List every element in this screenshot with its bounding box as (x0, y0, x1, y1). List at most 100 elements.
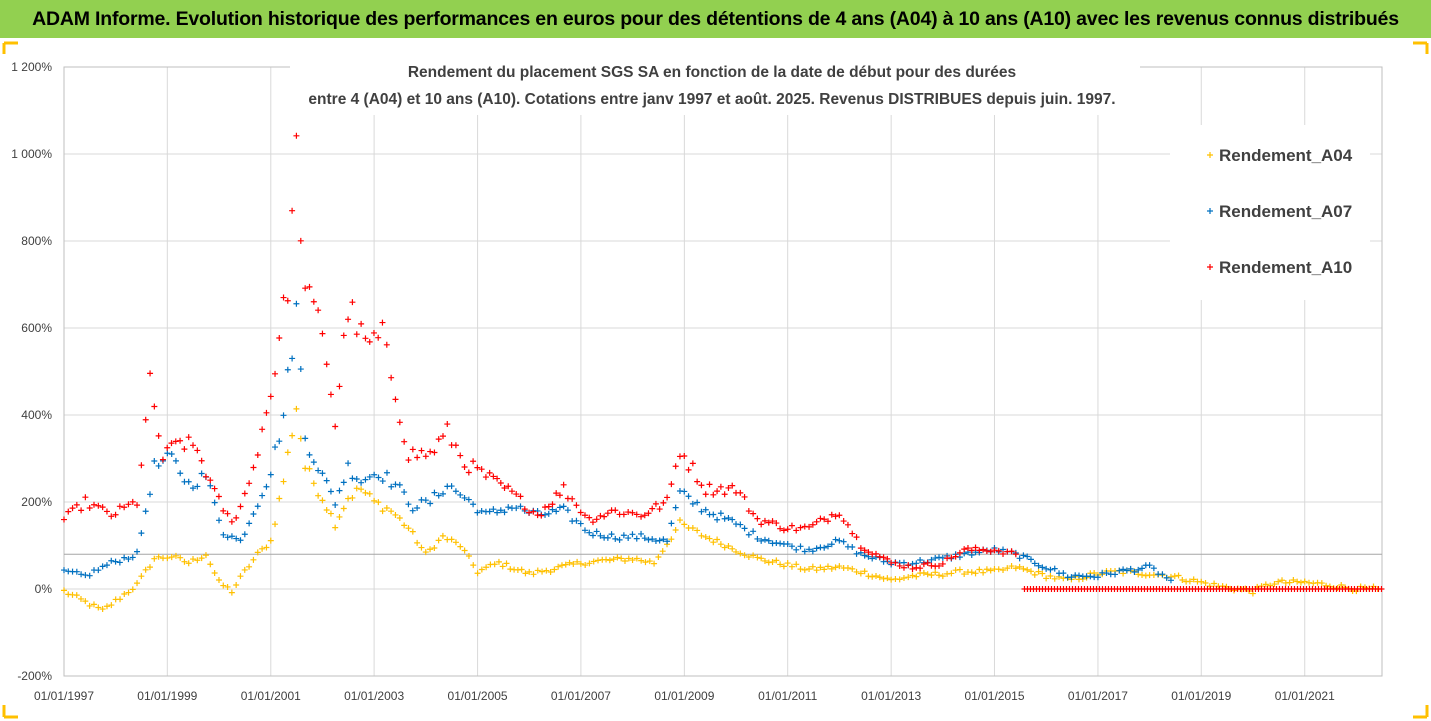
data-point (603, 556, 610, 563)
data-point (641, 535, 648, 542)
data-point (788, 543, 795, 550)
data-point (972, 544, 979, 551)
data-point (917, 557, 924, 564)
data-point (549, 506, 556, 513)
data-point (366, 490, 373, 497)
data-point (518, 566, 525, 573)
data-point (642, 559, 649, 566)
y-tick-label: -200% (17, 669, 52, 683)
data-point (99, 606, 106, 613)
data-point (840, 538, 847, 545)
data-point (649, 536, 656, 543)
data-point (633, 511, 640, 518)
data-point (198, 555, 205, 562)
data-point (758, 521, 765, 528)
data-point (508, 488, 515, 495)
data-point (793, 561, 800, 568)
data-point (69, 505, 76, 512)
title-banner: ADAM Informe. Evolution historique des p… (0, 0, 1431, 38)
data-point (129, 498, 136, 505)
data-point (659, 548, 666, 555)
data-point (112, 511, 119, 518)
data-point (306, 465, 313, 472)
data-point (861, 568, 868, 575)
data-point (146, 491, 153, 498)
data-point (418, 544, 425, 551)
data-point (892, 559, 899, 566)
y-tick-label: 0% (35, 582, 53, 596)
data-point (729, 482, 736, 489)
data-point (216, 517, 223, 524)
data-point (702, 506, 709, 513)
data-point (1159, 571, 1166, 578)
data-point (952, 567, 959, 574)
data-point (465, 469, 472, 476)
data-point (1127, 565, 1134, 572)
data-point (478, 507, 485, 514)
data-point (1039, 564, 1046, 571)
data-point (276, 438, 283, 445)
data-point (177, 437, 184, 444)
data-point (840, 518, 847, 525)
data-point (714, 516, 721, 523)
data-point (306, 451, 313, 458)
data-point (884, 575, 891, 582)
data-point (956, 566, 963, 573)
data-point (297, 237, 304, 244)
data-point (629, 509, 636, 516)
data-point (725, 515, 732, 522)
data-point (358, 479, 365, 486)
data-point (685, 466, 692, 473)
data-point (836, 512, 843, 519)
data-point (1016, 563, 1023, 570)
data-point (646, 558, 653, 565)
data-point (558, 562, 565, 569)
data-point (474, 464, 481, 471)
data-point (672, 526, 679, 533)
data-point (737, 489, 744, 496)
data-point (211, 499, 218, 506)
data-point (490, 506, 497, 513)
data-point (939, 573, 946, 580)
data-point (633, 555, 640, 562)
data-point (241, 490, 248, 497)
data-point (620, 511, 627, 518)
data-point (1068, 574, 1075, 581)
data-point (358, 486, 365, 493)
data-point (702, 533, 709, 540)
data-point (418, 447, 425, 454)
data-point (1171, 573, 1178, 580)
data-point (556, 504, 563, 511)
data-point (125, 589, 132, 596)
data-point (601, 513, 608, 520)
data-point (233, 535, 240, 542)
data-point (797, 566, 804, 573)
data-point (1027, 556, 1034, 563)
y-tick-label: 1 000% (11, 147, 52, 161)
data-point (1190, 576, 1197, 583)
data-point (832, 513, 839, 520)
data-point (987, 548, 994, 555)
data-point (900, 575, 907, 582)
data-point (383, 341, 390, 348)
data-point (983, 566, 990, 573)
data-point (905, 562, 912, 569)
data-point (542, 511, 549, 518)
data-point (254, 549, 261, 556)
data-point (1131, 568, 1138, 575)
data-point (1279, 577, 1285, 584)
data-point (505, 483, 512, 490)
data-point (440, 433, 447, 440)
data-point (660, 499, 667, 506)
data-point (710, 491, 717, 498)
data-point (689, 460, 696, 467)
data-point (1211, 580, 1218, 587)
data-point (793, 546, 800, 553)
data-point (765, 537, 772, 544)
data-point (750, 552, 757, 559)
data-point (435, 436, 442, 443)
data-point (470, 458, 477, 465)
data-point (521, 506, 528, 513)
data-point (310, 480, 317, 487)
data-point (549, 501, 556, 508)
